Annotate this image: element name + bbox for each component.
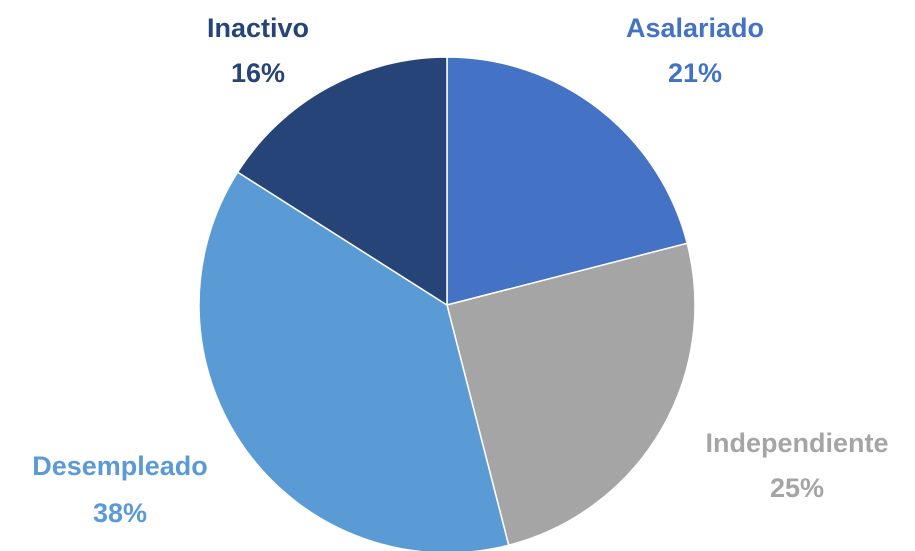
slice-value-label: 21% [668,58,722,88]
slice-label: Asalariado [626,13,764,43]
slice-label: Independiente [705,428,888,458]
slice-value-label: 16% [231,58,285,88]
slice-value-label: 25% [770,473,824,503]
pie-slice [446,242,696,547]
pie-slice [446,56,689,306]
slice-value-label: 38% [93,498,147,528]
pie-slice [236,56,448,307]
slice-label: Inactivo [207,13,309,43]
slice-label: Desempleado [32,451,208,481]
pie-slice [198,171,510,551]
